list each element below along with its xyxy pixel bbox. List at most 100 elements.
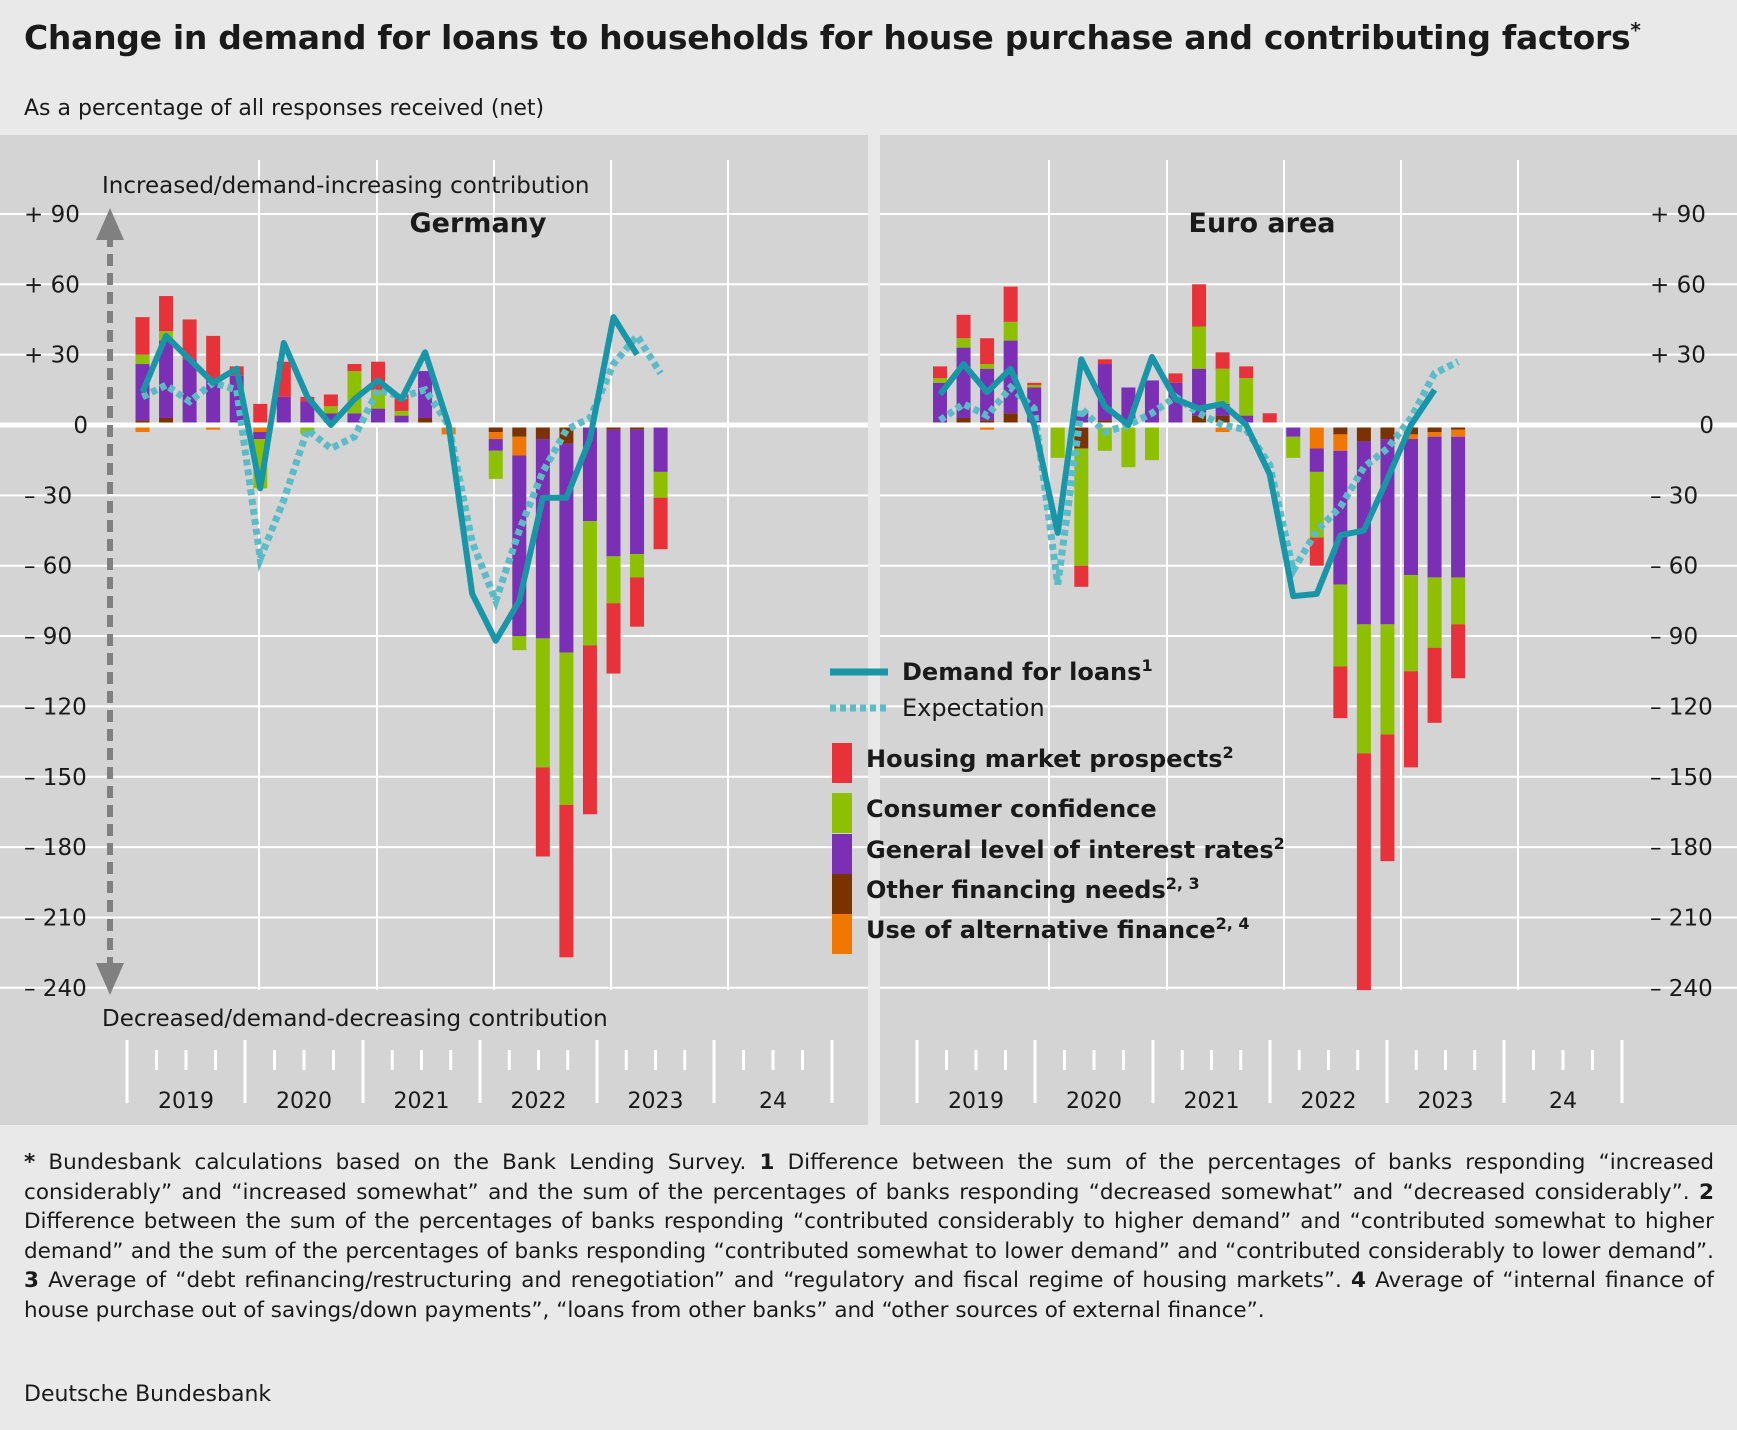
bar-housing <box>1356 753 1371 991</box>
bar-housing <box>1404 671 1418 768</box>
footnotes: * Bundesbank calculations based on the B… <box>24 1150 1714 1323</box>
axis-arrow-down-icon <box>96 963 124 995</box>
source-label: Deutsche Bundesbank <box>24 1382 272 1407</box>
bar-other <box>418 417 433 425</box>
y-tick-label-left: + 60 <box>24 272 80 298</box>
bar-other <box>1333 425 1348 435</box>
bar-interest <box>159 340 174 418</box>
y-tick-label-left: – 90 <box>24 624 72 650</box>
legend-label-expectation: Expectation <box>902 694 1045 722</box>
axis-annotation-down: Decreased/demand-decreasing contribution <box>102 1006 608 1032</box>
bar-other <box>956 417 971 425</box>
bar-housing <box>1192 284 1207 327</box>
bar-housing <box>1097 359 1112 365</box>
year-label: 2019 <box>158 1089 214 1114</box>
bar-interest <box>1192 368 1207 416</box>
bar-other <box>512 425 527 437</box>
y-tick-label-right: – 90 <box>1650 624 1698 650</box>
bar-other <box>1192 415 1207 425</box>
bar-housing <box>1333 666 1348 719</box>
bar-housing <box>1215 352 1230 369</box>
bar-consumer <box>653 471 668 498</box>
bar-housing <box>1003 286 1018 322</box>
year-label: 2019 <box>948 1089 1004 1114</box>
chart-area: 2019 2020 2021 2022 2023 24 2019 2020 2021 2022 20… <box>0 135 1737 1135</box>
legend-footnote-mark: 2, 3 <box>1166 874 1200 893</box>
bar-consumer <box>1380 624 1395 735</box>
legend-label-alternative: Use of alternative finance2, 4 <box>866 914 1250 944</box>
bar-interest <box>394 415 409 425</box>
y-tick-label-left: 0 <box>73 413 88 439</box>
bar-consumer <box>933 378 947 383</box>
year-label: 2021 <box>1184 1089 1240 1114</box>
bar-other <box>1356 425 1371 442</box>
y-tick-label-right: + 60 <box>1650 272 1706 298</box>
bar-consumer <box>512 636 527 651</box>
year-label: 2023 <box>1418 1089 1474 1114</box>
legend-label-other: Other financing needs2, 3 <box>866 874 1200 904</box>
bar-interest <box>1333 450 1348 585</box>
bar-housing <box>253 403 268 425</box>
year-label: 2020 <box>1066 1089 1122 1114</box>
bar-interest <box>300 401 315 425</box>
bar-consumer <box>1286 436 1301 458</box>
bar-consumer <box>1192 326 1207 369</box>
bar-housing <box>1380 734 1395 862</box>
y-tick-label-left: + 90 <box>24 202 80 228</box>
bar-interest <box>182 359 197 425</box>
axis-arrow-up-icon <box>96 208 124 240</box>
legend-label-consumer: Consumer confidence <box>866 795 1157 823</box>
bar-interest <box>1404 439 1418 576</box>
bar-consumer <box>1333 584 1348 667</box>
bar-housing <box>1027 382 1042 386</box>
bar-consumer <box>323 406 338 414</box>
legend-label-text: Use of alternative finance <box>866 916 1216 944</box>
bar-interest <box>1427 436 1442 578</box>
bar-alternative <box>1404 434 1418 440</box>
bar-other <box>1215 415 1230 425</box>
y-tick-label-right: – 30 <box>1650 483 1698 509</box>
bar-interest <box>488 439 503 451</box>
y-tick-label-right: – 60 <box>1650 554 1698 580</box>
bar-interest <box>347 413 362 425</box>
bar-housing <box>1239 366 1254 379</box>
bar-housing <box>630 577 645 627</box>
y-tick-label-right: + 90 <box>1650 202 1706 228</box>
bar-housing <box>582 645 597 815</box>
year-label: 2022 <box>1301 1089 1357 1114</box>
y-tick-label-left: – 240 <box>24 976 87 1002</box>
bar-interest <box>253 432 268 440</box>
bar-consumer <box>1404 575 1418 672</box>
bar-consumer <box>1050 425 1065 458</box>
bar-housing <box>653 497 668 550</box>
plot-panel-bg <box>880 135 1737 1125</box>
bar-consumer <box>1215 368 1230 404</box>
y-tick-label-right: + 30 <box>1650 343 1706 369</box>
legend-label-text: Expectation <box>902 694 1045 722</box>
bar-consumer <box>394 410 409 416</box>
legend-label-text: Demand for loans <box>902 658 1141 686</box>
panel-title: Euro area <box>1189 208 1336 239</box>
legend-swatch-alternative <box>832 914 852 954</box>
bar-alternative <box>253 425 268 433</box>
bar-interest <box>1309 448 1324 472</box>
bar-housing <box>1451 624 1466 679</box>
bar-other <box>1003 413 1018 425</box>
bar-consumer <box>1356 624 1371 754</box>
bar-housing <box>1309 537 1324 566</box>
bar-housing <box>1427 647 1442 723</box>
legend-label-housing: Housing market prospects2 <box>866 743 1234 773</box>
y-tick-label-right: – 150 <box>1650 765 1713 791</box>
y-tick-label-right: – 120 <box>1650 694 1713 720</box>
bar-consumer <box>980 364 995 369</box>
bar-consumer <box>559 652 574 805</box>
bar-consumer <box>1144 425 1159 461</box>
bar-consumer <box>535 638 550 768</box>
y-tick-label-left: – 30 <box>24 483 72 509</box>
bar-interest <box>323 413 338 425</box>
bar-housing <box>980 338 995 365</box>
bar-interest <box>1239 415 1254 425</box>
legend-swatch-other <box>832 874 852 914</box>
bar-other <box>1427 425 1442 433</box>
legend-swatch-housing <box>832 743 852 783</box>
